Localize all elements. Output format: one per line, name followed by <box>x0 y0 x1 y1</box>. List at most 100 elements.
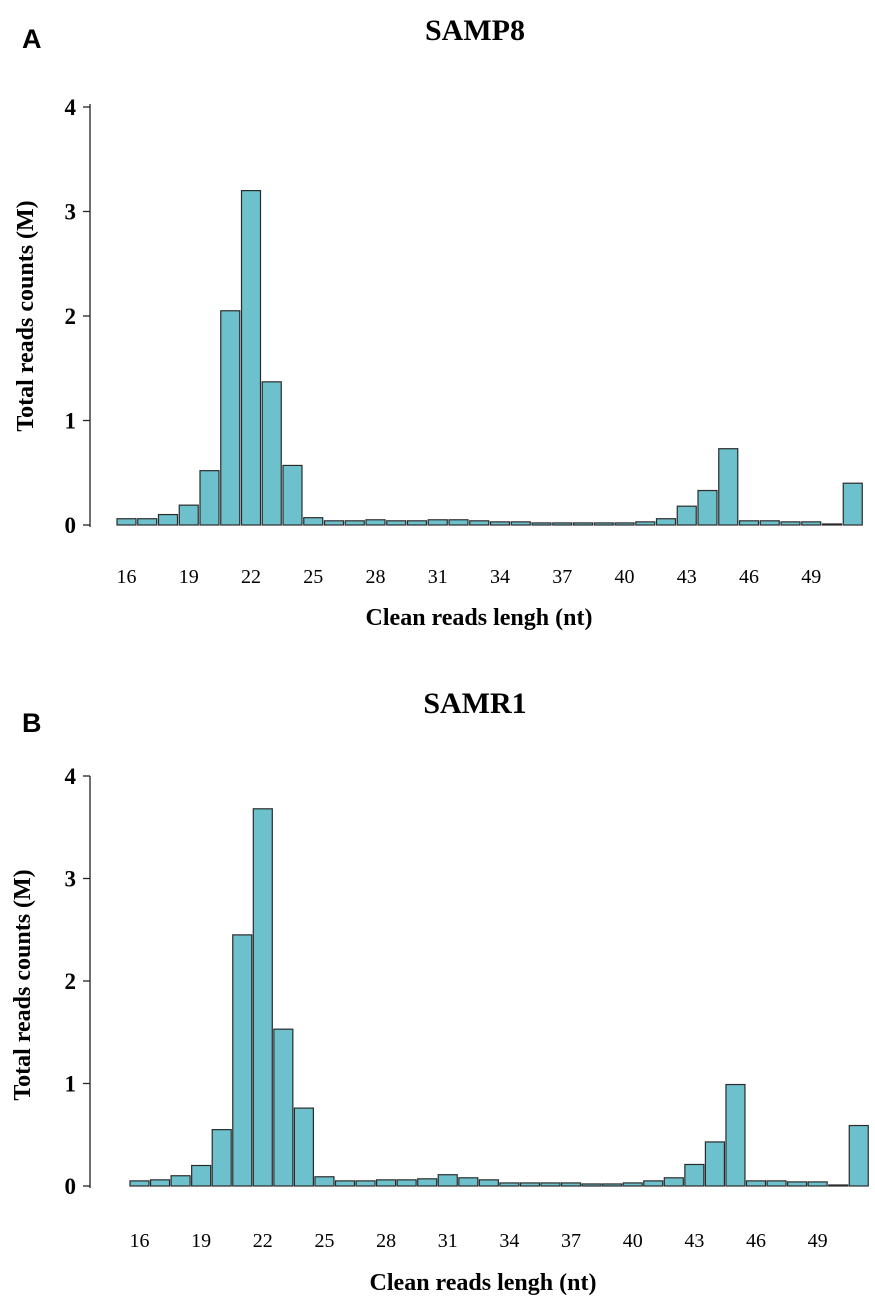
bar-b-38 <box>581 1183 602 1187</box>
chart-title-samr1: SAMR1 <box>423 687 526 720</box>
y-ticks-b: 0 1 2 3 4 <box>65 764 90 1199</box>
bar-b-47 <box>766 1180 787 1187</box>
bar-a-18 <box>157 513 179 526</box>
x-tick-label-b-37: 37 <box>561 1230 581 1252</box>
y-tick-label-a: 3 <box>65 200 77 225</box>
bar-b-21 <box>232 934 253 1187</box>
x-tick-label-a-49: 49 <box>801 566 821 588</box>
bar-b-37 <box>560 1182 582 1187</box>
bar-a-38 <box>572 522 594 526</box>
bar-a-37 <box>552 522 573 526</box>
bars-b <box>129 808 869 1187</box>
y-tick-label-a: 0 <box>65 513 77 538</box>
x-tick-label-a-16: 16 <box>117 566 137 588</box>
x-tick-label-b-34: 34 <box>499 1230 519 1252</box>
bar-a-50 <box>821 523 843 526</box>
bar-a-16 <box>116 518 137 526</box>
chart-panel-samr1: B SAMR1 Total reads counts (M) Clean rea… <box>10 687 869 1296</box>
bar-a-31 <box>427 519 448 526</box>
chart-panel-samp8: A SAMP8 Total reads counts (M) Clean rea… <box>13 14 863 631</box>
chart-title-samp8: SAMP8 <box>425 14 525 47</box>
y-tick-label-a: 1 <box>65 409 77 434</box>
bar-a-49 <box>801 521 822 526</box>
x-tick-label-b-16: 16 <box>130 1230 150 1252</box>
bar-b-39 <box>602 1183 623 1187</box>
bar-b-46 <box>745 1180 767 1187</box>
bar-a-44 <box>697 489 718 526</box>
bar-b-45 <box>725 1083 746 1187</box>
bar-b-42 <box>663 1177 684 1187</box>
bar-b-33 <box>478 1179 499 1187</box>
bar-b-16 <box>129 1180 150 1187</box>
bar-b-23 <box>273 1028 294 1187</box>
x-tick-label-a-19: 19 <box>179 566 199 588</box>
bar-a-40 <box>614 522 635 526</box>
bar-b-25 <box>314 1176 335 1187</box>
bar-a-34 <box>489 521 511 526</box>
x-tick-label-b-43: 43 <box>684 1230 704 1252</box>
bar-b-41 <box>643 1180 664 1187</box>
bar-b-30 <box>417 1178 438 1187</box>
bar-a-41 <box>635 521 656 526</box>
bar-b-50 <box>828 1184 849 1187</box>
bar-b-24 <box>293 1107 314 1187</box>
bar-a-27 <box>344 520 365 526</box>
x-tick-label-b-40: 40 <box>623 1230 643 1252</box>
x-tick-label-b-22: 22 <box>253 1230 273 1252</box>
bar-b-19 <box>191 1164 212 1187</box>
bar-a-23 <box>261 381 282 526</box>
bar-a-22 <box>240 190 262 526</box>
x-tick-label-a-25: 25 <box>303 566 323 588</box>
bar-a-48 <box>780 521 801 526</box>
bar-b-31 <box>437 1174 458 1187</box>
bar-b-51 <box>848 1124 869 1187</box>
panel-label-a: A <box>22 24 42 54</box>
bar-b-35 <box>519 1182 541 1187</box>
bar-b-22 <box>252 808 273 1187</box>
panel-label-b: B <box>22 708 42 738</box>
bar-a-45 <box>718 448 739 526</box>
x-tick-label-b-28: 28 <box>376 1230 396 1252</box>
bar-b-32 <box>458 1177 479 1187</box>
bar-b-20 <box>211 1129 232 1187</box>
y-axis-title-a: Total reads counts (M) <box>13 200 39 431</box>
y-axis-title-b: Total reads counts (M) <box>10 869 36 1100</box>
x-tick-label-b-25: 25 <box>314 1230 334 1252</box>
bar-b-29 <box>396 1179 417 1187</box>
y-tick-label-b: 2 <box>65 969 77 994</box>
x-tick-label-a-46: 46 <box>739 566 759 588</box>
y-ticks-a: 0 1 2 3 4 <box>65 95 90 538</box>
x-tick-label-a-22: 22 <box>241 566 261 588</box>
bar-a-42 <box>655 518 677 526</box>
bar-b-26 <box>334 1180 356 1187</box>
bar-a-17 <box>137 518 158 526</box>
bars-a <box>116 190 863 526</box>
y-tick-label-b: 0 <box>65 1174 77 1199</box>
x-tick-label-a-31: 31 <box>428 566 448 588</box>
y-tick-label-b: 3 <box>65 867 77 892</box>
y-tick-label-b: 4 <box>65 764 77 789</box>
x-axis-title-a: Clean reads lengh (nt) <box>366 605 593 631</box>
x-tick-label-a-40: 40 <box>615 566 635 588</box>
bar-b-18 <box>170 1175 191 1187</box>
bar-a-36 <box>531 522 552 526</box>
bar-a-51 <box>842 482 863 526</box>
bar-b-36 <box>540 1182 561 1187</box>
bar-b-43 <box>684 1163 705 1187</box>
bar-b-28 <box>376 1179 397 1187</box>
bar-b-48 <box>786 1181 808 1187</box>
x-tick-label-b-31: 31 <box>438 1230 458 1252</box>
y-tick-label-a: 4 <box>65 95 77 120</box>
bar-b-34 <box>499 1182 520 1187</box>
y-tick-label-a: 2 <box>65 304 77 329</box>
bar-a-28 <box>365 519 386 526</box>
bar-b-49 <box>807 1181 828 1187</box>
bar-a-29 <box>386 520 407 526</box>
bar-a-35 <box>510 521 531 526</box>
bar-a-24 <box>282 464 303 526</box>
bar-b-27 <box>355 1180 376 1187</box>
bar-a-25 <box>303 517 324 526</box>
x-tick-label-b-46: 46 <box>746 1230 766 1252</box>
x-tick-label-a-28: 28 <box>366 566 386 588</box>
